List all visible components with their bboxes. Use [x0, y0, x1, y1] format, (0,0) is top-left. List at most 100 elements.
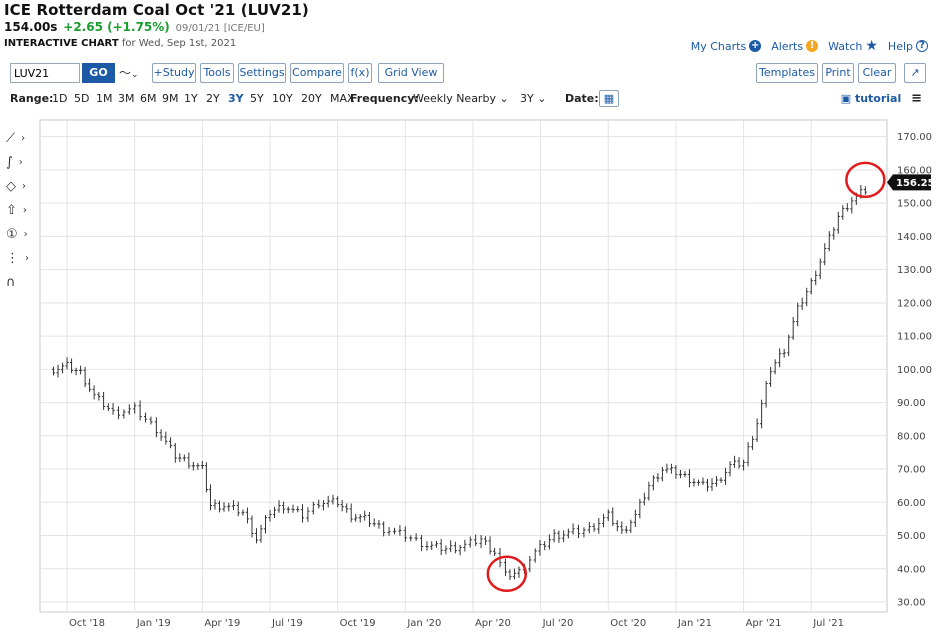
range-option-9m[interactable]: 9M	[162, 92, 179, 105]
alerts-link[interactable]: Alerts!	[771, 39, 819, 53]
chart-toolbar: GO 〜⌄ +Study Tools Settings Compare f(x)…	[10, 63, 928, 83]
help-link[interactable]: Help?	[888, 40, 928, 53]
period-value: 3Y	[520, 92, 534, 105]
range-option-3y[interactable]: 3Y	[228, 92, 244, 105]
frequency-label: Frequency:	[350, 92, 419, 105]
x-tick-label: Jan '19	[136, 618, 171, 629]
range-option-3m[interactable]: 3M	[118, 92, 135, 105]
y-tick-label: 70.00	[897, 465, 926, 476]
quote-meta: 09/01/21 [ICE/EU]	[175, 23, 265, 34]
y-tick-label: 90.00	[897, 398, 926, 409]
watch-link[interactable]: Watch ★	[828, 38, 878, 54]
y-tick-label: 80.00	[897, 431, 926, 442]
x-tick-label: Jan '21	[677, 618, 712, 629]
go-button[interactable]: GO	[82, 63, 115, 83]
range-option-1d[interactable]: 1D	[52, 92, 68, 105]
arrow-up-icon: ⇧	[6, 202, 17, 218]
date-label: Date:	[565, 92, 599, 105]
chevron-right-icon: ›	[23, 228, 28, 240]
expand-icon: ↗	[910, 66, 920, 79]
x-tick-label: Apr '21	[746, 618, 782, 629]
page-title: ICE Rotterdam Coal Oct '21 (LUV21)	[4, 1, 309, 19]
price-change: +2.65 (+1.75%)	[63, 20, 170, 34]
range-option-1m[interactable]: 1M	[96, 92, 113, 105]
x-tick-label: Oct '18	[69, 618, 105, 629]
last-price-label: 156.25	[896, 178, 935, 189]
pattern-tool[interactable]: ⋮ ›	[6, 246, 38, 270]
range-option-2y[interactable]: 2Y	[206, 92, 220, 105]
range-option-5d[interactable]: 5D	[74, 92, 90, 105]
chart-type-dropdown[interactable]: 〜⌄	[119, 63, 149, 83]
range-option-5y[interactable]: 5Y	[250, 92, 264, 105]
subtitle-rest: for Wed, Sep 1st, 2021	[118, 38, 237, 49]
price-chart[interactable]: 30.00 40.00 50.00 60.00 70.00 80.00 90.00 100.0…	[0, 114, 936, 642]
range-option-20y[interactable]: 20Y	[301, 92, 322, 105]
chevron-right-icon: ›	[21, 132, 26, 144]
range-option-1y[interactable]: 1Y	[184, 92, 198, 105]
calendar-button[interactable]: ▦	[599, 90, 619, 107]
x-tick-label: Jan '20	[406, 618, 441, 629]
y-tick-label: 60.00	[897, 498, 926, 509]
y-tick-label: 110.00	[897, 332, 932, 343]
x-tick-label: Jul '20	[542, 618, 574, 629]
magnet-tool[interactable]: ∩	[6, 270, 38, 294]
fibonacci-icon: ∫	[6, 154, 13, 170]
frequency-dropdown[interactable]: Weekly Nearby ⌄	[413, 90, 509, 108]
grid-view-button[interactable]: Grid View	[378, 63, 444, 83]
plot-area	[39, 119, 888, 613]
magnet-icon: ∩	[6, 274, 16, 290]
my-charts-link[interactable]: My Charts +	[690, 39, 762, 53]
chevron-right-icon: ›	[25, 252, 29, 264]
range-option-10y[interactable]: 10Y	[272, 92, 293, 105]
y-tick-label: 160.00	[897, 165, 932, 176]
x-tick-label: Apr '19	[204, 618, 240, 629]
templates-button[interactable]: Templates	[756, 63, 818, 83]
quote-header: ICE Rotterdam Coal Oct '21 (LUV21) 154.0…	[4, 0, 309, 51]
symbol-input[interactable]	[10, 63, 80, 83]
tools-button[interactable]: Tools	[200, 63, 234, 83]
arrow-tool[interactable]: ⇧ ›	[6, 198, 38, 222]
trendline-icon: ⟋	[6, 130, 16, 146]
fibonacci-tool[interactable]: ∫ ›	[6, 150, 38, 174]
frequency-value: Weekly Nearby	[413, 92, 496, 105]
compare-button[interactable]: Compare	[290, 63, 344, 83]
y-tick-label: 30.00	[897, 598, 926, 609]
last-price-tag	[887, 174, 931, 191]
drawing-tools: ⟋ › ∫ › ◇ › ⇧ › ① › ⋮ › ∩	[6, 126, 38, 294]
print-button[interactable]: Print	[822, 63, 854, 83]
tutorial-link[interactable]: ▣ tutorial ≡	[841, 90, 922, 108]
my-charts-label: My Charts	[690, 39, 747, 53]
trendline-tool[interactable]: ⟋ ›	[6, 126, 38, 150]
watch-label: Watch	[828, 39, 863, 53]
star-icon: ★	[865, 38, 878, 54]
x-tick-label: Oct '20	[610, 618, 646, 629]
annotation-circle	[845, 161, 886, 199]
top-links: My Charts + Alerts! Watch ★ Help?	[691, 38, 928, 54]
range-option-max[interactable]: MAX	[330, 92, 355, 105]
shapes-tool[interactable]: ◇ ›	[6, 174, 38, 198]
last-price: 154.00s	[4, 20, 58, 34]
range-option-6m[interactable]: 6M	[140, 92, 157, 105]
tutorial-label: tutorial	[854, 92, 902, 105]
period-dropdown[interactable]: 3Y ⌄	[520, 90, 546, 108]
clear-button[interactable]: Clear	[858, 63, 896, 83]
help-label: Help	[887, 39, 913, 53]
film-icon: ▣	[840, 92, 852, 105]
expand-button[interactable]: ↗	[904, 63, 926, 83]
menu-icon[interactable]: ≡	[911, 91, 922, 106]
chevron-right-icon: ›	[22, 180, 26, 192]
label-tool[interactable]: ① ›	[6, 222, 38, 246]
settings-button[interactable]: Settings	[238, 63, 286, 83]
shape-icon: ◇	[6, 178, 16, 194]
y-tick-label: 50.00	[897, 531, 926, 542]
y-tick-label: 120.00	[897, 298, 932, 309]
x-tick-label: Apr '20	[475, 618, 511, 629]
y-tick-label: 140.00	[897, 232, 932, 243]
alerts-label: Alerts	[771, 39, 804, 53]
chevron-down-icon: ⌄	[537, 92, 547, 105]
study-button[interactable]: +Study	[152, 63, 196, 83]
y-tick-label: 100.00	[897, 365, 932, 376]
fx-button[interactable]: f(x)	[348, 63, 372, 83]
subtitle-bold: INTERACTIVE CHART	[4, 38, 119, 49]
annotation-circle	[486, 555, 528, 593]
